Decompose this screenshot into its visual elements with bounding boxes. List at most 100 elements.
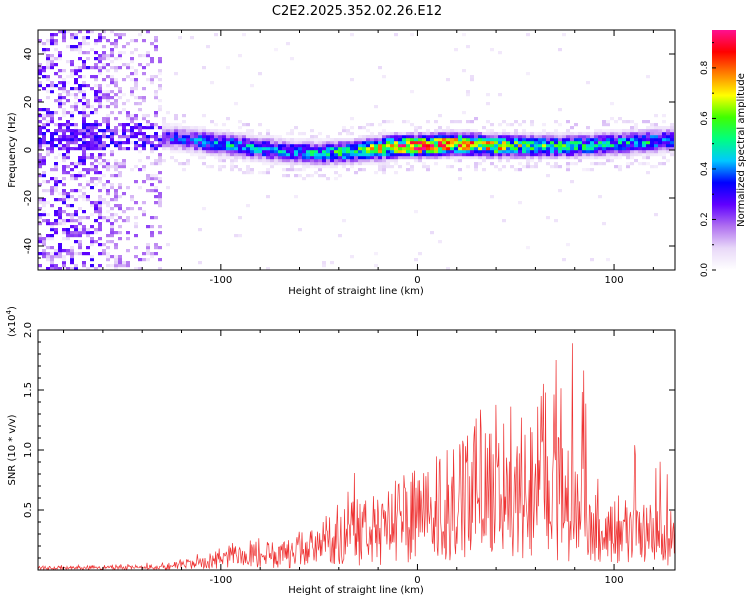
heat-cell: [650, 138, 654, 142]
heat-cell: [94, 108, 98, 112]
heat-cell: [98, 243, 102, 247]
heat-cell: [282, 150, 286, 154]
heat-cell: [142, 201, 146, 205]
heat-cell: [434, 150, 438, 154]
heat-cell: [402, 132, 406, 136]
heat-cell: [442, 144, 446, 148]
heat-cell: [150, 177, 154, 181]
heat-cell: [70, 123, 74, 127]
heat-cell: [38, 126, 42, 130]
heat-cell: [606, 258, 610, 262]
heat-cell: [54, 156, 58, 160]
heat-cell: [574, 147, 578, 151]
heat-cell: [666, 129, 670, 133]
heat-cell: [398, 150, 402, 154]
heat-cell: [298, 141, 302, 145]
heat-cell: [266, 156, 270, 160]
heat-cell: [234, 165, 238, 169]
heat-cell: [646, 138, 650, 142]
heat-cell: [110, 96, 114, 100]
heat-cell: [62, 96, 66, 100]
heat-cell: [194, 126, 198, 130]
heat-cell: [46, 213, 50, 217]
heat-cell: [554, 135, 558, 139]
heat-cell: [550, 138, 554, 142]
heat-cell: [562, 153, 566, 157]
heat-cell: [66, 156, 70, 160]
heat-cell: [542, 150, 546, 154]
heat-cell: [458, 144, 462, 148]
heat-cell: [602, 129, 606, 133]
heat-cell: [282, 147, 286, 151]
heat-cell: [354, 159, 358, 163]
heat-cell: [118, 264, 122, 268]
heat-cell: [190, 132, 194, 136]
heat-cell: [70, 258, 74, 262]
heat-cell: [246, 132, 250, 136]
snr-scale-exponent: 4: [5, 309, 13, 314]
heat-cell: [250, 147, 254, 151]
heat-cell: [374, 153, 378, 157]
heat-cell: [62, 144, 66, 148]
heat-cell: [642, 150, 646, 154]
heat-cell: [82, 225, 86, 229]
heat-cell: [390, 153, 394, 157]
heat-cell: [550, 132, 554, 136]
heat-cell: [606, 129, 610, 133]
heat-cell: [46, 96, 50, 100]
heat-cell: [386, 144, 390, 148]
heat-cell: [662, 138, 666, 142]
heat-cell: [414, 210, 418, 214]
heat-cell: [74, 264, 78, 268]
heat-cell: [446, 138, 450, 142]
heat-cell: [98, 39, 102, 43]
heat-cell: [186, 135, 190, 139]
heat-cell: [98, 180, 102, 184]
heat-cell: [334, 150, 338, 154]
heat-cell: [378, 135, 382, 139]
heat-cell: [398, 144, 402, 148]
heat-cell: [662, 132, 666, 136]
heat-cell: [586, 156, 590, 160]
heat-cell: [102, 153, 106, 157]
heat-cell: [630, 126, 634, 130]
heat-cell: [670, 126, 674, 130]
heat-cell: [170, 126, 174, 130]
heat-cell: [182, 147, 186, 151]
heat-cell: [650, 147, 654, 151]
heat-cell: [70, 174, 74, 178]
heat-cell: [110, 207, 114, 211]
heat-cell: [610, 147, 614, 151]
heat-cell: [106, 240, 110, 244]
heat-cell: [658, 153, 662, 157]
heat-cell: [410, 123, 414, 127]
heat-cell: [74, 135, 78, 139]
heat-cell: [54, 168, 58, 172]
heat-cell: [626, 147, 630, 151]
heat-cell: [114, 168, 118, 172]
heat-cell: [170, 123, 174, 127]
heat-cell: [118, 225, 122, 229]
heat-cell: [646, 75, 650, 79]
heat-cell: [114, 78, 118, 82]
heat-cell: [298, 168, 302, 172]
colorbar-tick-label: 0.2: [700, 212, 710, 226]
heat-cell: [194, 144, 198, 148]
heat-cell: [310, 135, 314, 139]
heat-cell: [446, 126, 450, 130]
heat-cell: [66, 234, 70, 238]
heat-cell: [66, 144, 70, 148]
heat-cell: [258, 156, 262, 160]
heat-cell: [134, 87, 138, 91]
heat-cell: [146, 225, 150, 229]
heat-cell: [362, 135, 366, 139]
heat-cell: [150, 189, 154, 193]
heat-cell: [90, 162, 94, 166]
heat-cell: [418, 132, 422, 136]
heat-cell: [262, 159, 266, 163]
heat-cell: [290, 162, 294, 166]
heat-cell: [610, 141, 614, 145]
heat-cell: [78, 231, 82, 235]
heat-cell: [634, 141, 638, 145]
heat-cell: [558, 138, 562, 142]
